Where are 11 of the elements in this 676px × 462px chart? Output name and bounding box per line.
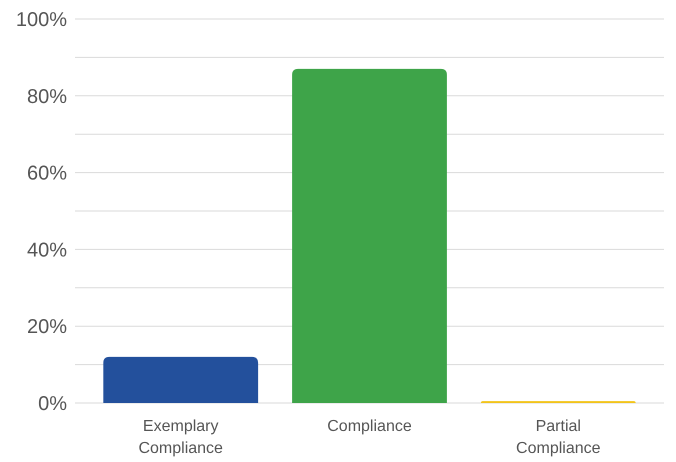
y-tick-label: 0% xyxy=(38,393,68,415)
y-tick-label: 80% xyxy=(26,86,68,108)
y-tick-label: 40% xyxy=(26,239,68,262)
y-tick-label: 100% xyxy=(16,9,68,31)
x-tick-label: Exemplary Compliance xyxy=(138,418,224,457)
x-tick-label: Compliance xyxy=(327,418,412,435)
x-tick-label: Partial Compliance xyxy=(516,418,601,457)
y-tick-label: 20% xyxy=(26,316,68,338)
bar xyxy=(292,68,447,403)
y-tick-label: 60% xyxy=(26,162,68,185)
bar xyxy=(103,356,258,403)
